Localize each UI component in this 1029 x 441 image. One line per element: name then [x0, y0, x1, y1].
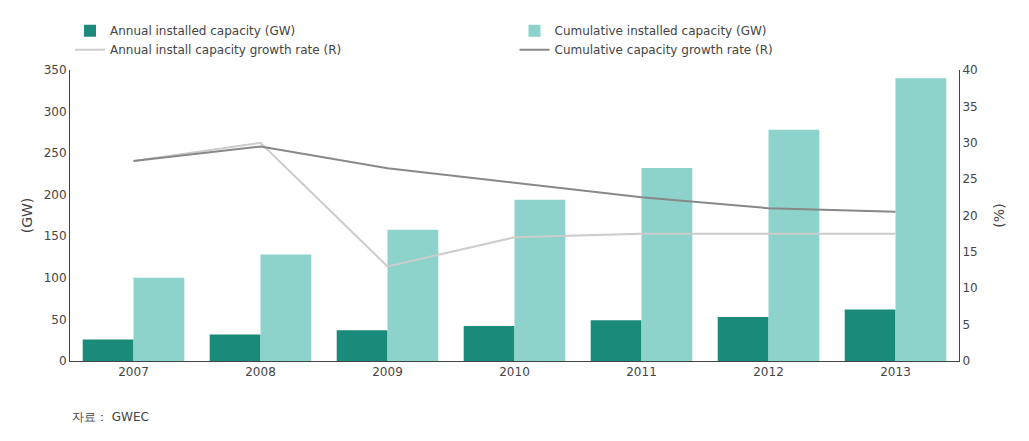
svg-text:2012: 2012	[753, 365, 784, 379]
svg-text:10: 10	[962, 281, 977, 295]
svg-text:100: 100	[44, 271, 67, 285]
svg-text:2011: 2011	[626, 365, 657, 379]
svg-text:Cumulative capacity growth rat: Cumulative capacity growth rate (R)	[555, 43, 773, 57]
svg-text:2007: 2007	[118, 365, 149, 379]
svg-text:2008: 2008	[245, 365, 276, 379]
svg-text:2010: 2010	[499, 365, 530, 379]
svg-text:40: 40	[962, 63, 977, 77]
svg-text:Cumulative installed capacity: Cumulative installed capacity (GW)	[555, 24, 767, 38]
svg-text:30: 30	[962, 136, 977, 150]
svg-text:150: 150	[44, 229, 67, 243]
svg-text:5: 5	[962, 318, 970, 332]
svg-text:2013: 2013	[880, 365, 911, 379]
svg-text:20: 20	[962, 209, 977, 223]
svg-text:(GW): (GW)	[19, 198, 35, 234]
svg-text:50: 50	[51, 313, 66, 327]
svg-text:0: 0	[962, 354, 970, 368]
svg-text:300: 300	[44, 105, 67, 119]
svg-text:Annual install capacity growth: Annual install capacity growth rate (R)	[110, 43, 341, 57]
svg-text:35: 35	[962, 100, 977, 114]
svg-text:200: 200	[44, 188, 67, 202]
svg-text:25: 25	[962, 172, 977, 186]
svg-text:15: 15	[962, 245, 977, 259]
svg-text:자료： GWEC: 자료： GWEC	[72, 410, 149, 424]
svg-text:350: 350	[44, 63, 67, 77]
svg-text:Annual installed capacity (GW): Annual installed capacity (GW)	[110, 24, 295, 38]
svg-text:2009: 2009	[372, 365, 403, 379]
svg-text:250: 250	[44, 146, 67, 160]
svg-text:(%): (%)	[991, 203, 1007, 227]
svg-text:0: 0	[59, 354, 67, 368]
